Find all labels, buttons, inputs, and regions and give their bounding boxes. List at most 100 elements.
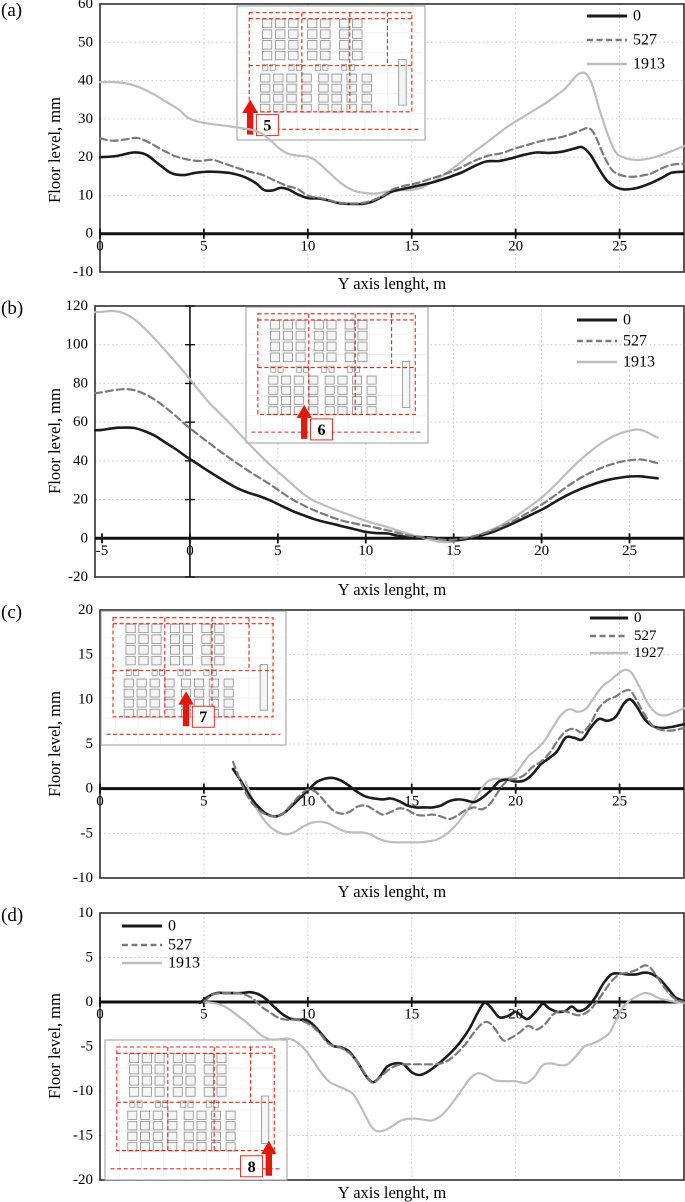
floor-plan-inset: 7: [100, 610, 287, 746]
legend-label: 527: [634, 628, 657, 644]
machine-block: [141, 1075, 152, 1086]
machine-block: [154, 1064, 165, 1075]
x-tick-label: 5: [274, 543, 282, 559]
machine-block: [320, 40, 331, 50]
machine-block: [275, 18, 286, 29]
machine-block: [352, 18, 363, 29]
machine-small-box: [187, 1100, 194, 1108]
machine-block: [164, 688, 175, 698]
y-tick-label: 10: [78, 187, 93, 203]
machine-block: [185, 1075, 196, 1086]
machine-block: [288, 50, 299, 61]
machine-small-box: [270, 365, 277, 373]
machine-block: [201, 623, 212, 634]
y-tick-label: 20: [73, 492, 88, 508]
machine-block: [136, 688, 147, 698]
series-0: [99, 145, 685, 206]
machine-block: [182, 634, 193, 644]
machine-block: [268, 406, 279, 416]
machine-block: [149, 708, 160, 718]
machine-block: [125, 645, 136, 655]
machine-block: [164, 708, 175, 718]
x-tick-label: 15: [446, 543, 461, 559]
machine-block: [149, 678, 160, 688]
x-axis-title-a: Y axis lenght, m: [337, 274, 447, 293]
machine-block: [288, 18, 299, 29]
series-group: [231, 668, 685, 844]
machine-block: [346, 103, 357, 113]
machine-block: [151, 645, 162, 655]
series-0: [94, 426, 659, 542]
y-tick-label: 20: [78, 149, 93, 165]
machine-block: [331, 83, 342, 93]
series-527: [94, 388, 659, 542]
red-arrow-icon: [261, 1140, 277, 1176]
machine-tall-block: [261, 1095, 270, 1144]
y-axis: -20 -15 -10 -5 0 5 10: [73, 905, 93, 1188]
x-tick-label: 20: [534, 543, 549, 559]
x-tick-label: 0: [96, 793, 104, 809]
machine-block: [366, 375, 377, 385]
machine-block: [357, 319, 368, 330]
machine-block: [169, 634, 181, 644]
panel-c: (c) Floor level, mm 7 0 5 10 15 20 25 -10 -5 0 5 10…: [0, 596, 685, 901]
machine-block: [286, 93, 297, 103]
machine-block: [324, 375, 335, 385]
machine-small-box: [213, 1100, 219, 1108]
machine-block: [361, 83, 372, 93]
machine-block: [320, 50, 331, 61]
zone-number: 7: [199, 709, 207, 726]
machine-block: [138, 645, 149, 655]
machine-block: [270, 341, 281, 352]
machine-block: [270, 352, 281, 363]
machine-block: [295, 330, 306, 341]
y-tick-label: -10: [73, 870, 93, 886]
y-tick-label: -5: [81, 1039, 94, 1055]
machine-block: [318, 73, 329, 83]
machine-block: [169, 655, 181, 666]
machine-block: [129, 1053, 140, 1064]
machine-block: [164, 678, 175, 688]
machine-block: [293, 375, 304, 385]
machine-tall-block: [398, 59, 407, 106]
machine-block: [223, 688, 234, 698]
plan-zone-dashed: [248, 12, 413, 113]
red-arrow-icon: [242, 99, 259, 135]
y-tick-label: 40: [78, 73, 93, 89]
machine-block: [293, 385, 304, 395]
machine-small-box: [154, 1100, 161, 1108]
machine-block: [337, 396, 348, 405]
machine-block: [281, 375, 291, 385]
machine-block: [275, 29, 286, 39]
machine-block: [318, 103, 329, 113]
machine-block: [261, 40, 273, 50]
machine-small-box: [314, 63, 321, 71]
machine-block: [346, 73, 357, 83]
machine-block: [225, 1121, 236, 1131]
y-tick-label: 60: [73, 414, 88, 430]
series-0: [198, 971, 685, 1084]
machine-block: [152, 1142, 163, 1152]
machine-block: [308, 406, 319, 416]
legend-label: 1913: [623, 354, 655, 371]
y-axis-title-b: Floor level, mm: [45, 388, 64, 494]
machine-small-box: [321, 365, 328, 373]
machine-block: [141, 1086, 152, 1097]
machine-block: [261, 29, 273, 39]
y-tick-label: 0: [81, 530, 89, 546]
machine-block: [141, 1064, 152, 1075]
y-tick-label: 5: [86, 736, 94, 752]
panel-d: (d) Floor level, mm 8 0 5 10 15 20 25 -20 -15 -10…: [0, 896, 685, 1202]
legend: 0 527 1913: [587, 8, 665, 73]
zone-number-box: [191, 705, 215, 728]
machine-block: [361, 103, 372, 113]
x-tick-label: 15: [404, 1007, 419, 1023]
machine-small-box: [136, 1100, 143, 1108]
series-group: [94, 309, 659, 544]
machine-block: [211, 1131, 221, 1141]
machine-block: [366, 396, 377, 405]
machine-block: [211, 1110, 221, 1120]
panel-b: (b) Floor level, mm 6 -5 0 5 10 15 20 25 -20 0 20 4…: [0, 296, 685, 599]
machine-block: [326, 330, 337, 341]
